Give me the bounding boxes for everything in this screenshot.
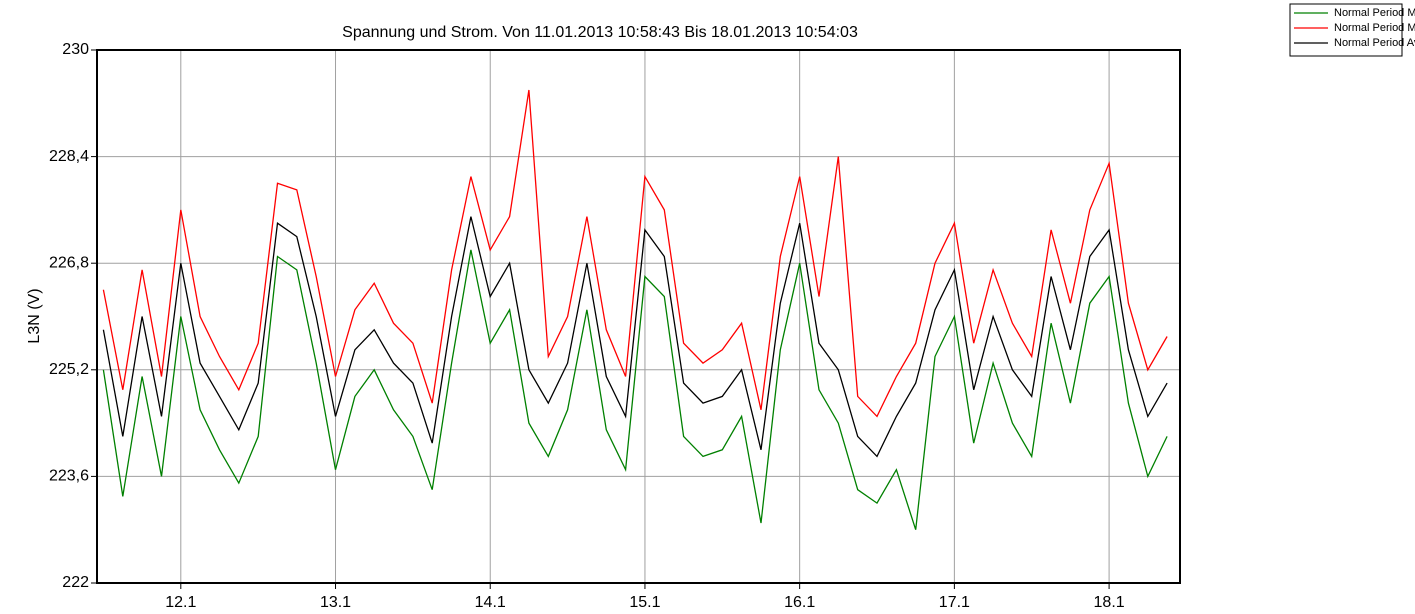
x-tick-label: 12.1 [165, 594, 196, 611]
x-tick-label: 15.1 [629, 594, 660, 611]
series-line [102, 216, 1168, 458]
y-axis-label: L3N (V) [26, 288, 43, 343]
y-tick-label: 228,4 [49, 148, 89, 165]
legend-label: Normal Period Max [1334, 22, 1415, 34]
y-tick-label: 222 [62, 574, 89, 591]
series-line [102, 249, 1168, 530]
y-tick-label: 226,8 [49, 254, 89, 271]
series-line [102, 89, 1168, 418]
legend-label: Normal Period Min [1334, 7, 1415, 19]
y-tick-label: 225,2 [49, 361, 89, 378]
chart-title: Spannung und Strom. Von 11.01.2013 10:58… [342, 24, 858, 41]
x-tick-label: 18.1 [1094, 594, 1125, 611]
x-tick-label: 16.1 [784, 594, 815, 611]
plot-frame [96, 49, 1181, 584]
x-tick-label: 13.1 [320, 594, 351, 611]
y-tick-label: 223,6 [49, 468, 89, 485]
legend-label: Normal Period Avg [1334, 37, 1415, 49]
x-tick-label: 14.1 [475, 594, 506, 611]
x-tick-label: 17.1 [939, 594, 970, 611]
y-tick-label: 230 [62, 41, 89, 58]
